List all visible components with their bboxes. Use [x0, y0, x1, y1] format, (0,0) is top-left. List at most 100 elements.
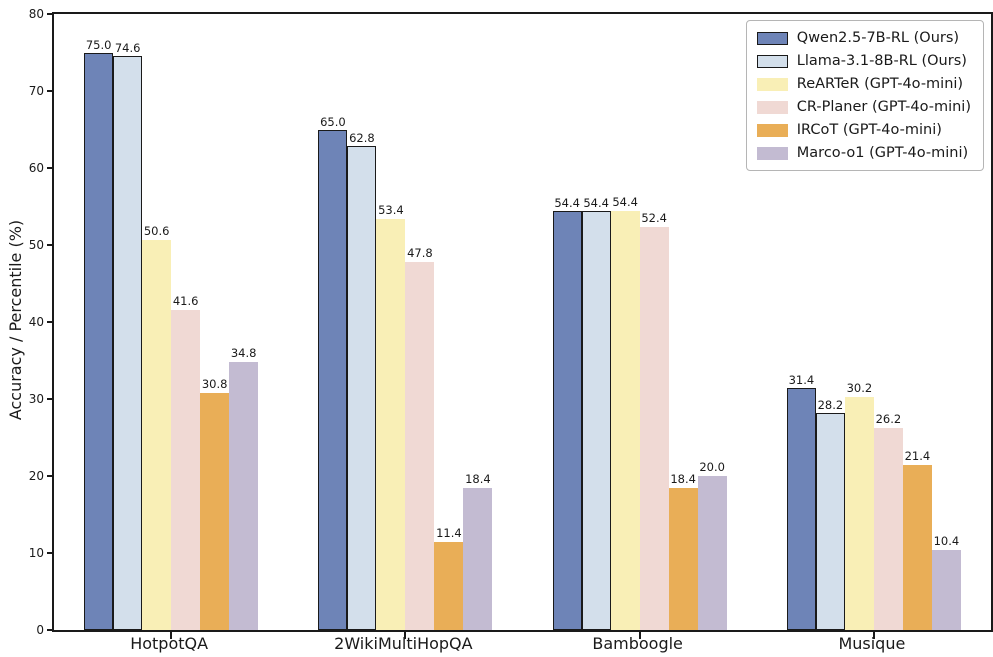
bar: 11.4 [434, 526, 464, 630]
legend-label: IRCoT (GPT-4o-mini) [796, 122, 942, 138]
x-tick-label-musique: Musique [838, 634, 906, 653]
bar: 47.8 [405, 246, 435, 630]
bar-group-hotpotqa: 75.0 74.6 50.6 41.6 30.8 34.8 [54, 14, 288, 630]
bar-value-label: 53.4 [378, 202, 404, 217]
bar-value-label: 21.4 [904, 449, 931, 464]
bar: 41.6 [171, 294, 201, 630]
bar: 54.4 [610, 195, 640, 630]
legend-label: Qwen2.5-7B-RL (Ours) [796, 30, 960, 46]
bar-value-label: 31.4 [788, 373, 815, 388]
legend-label: Llama-3.1-8B-RL (Ours) [796, 53, 967, 69]
y-tick-label: 40 [28, 315, 44, 329]
legend-item: ReARTeR (GPT-4o-mini) [756, 76, 971, 92]
bar: 18.4 [463, 472, 493, 630]
bar: 30.8 [200, 377, 230, 630]
y-tick-label: 80 [28, 7, 44, 21]
bar: 52.4 [639, 211, 669, 630]
bar-value-label: 28.2 [817, 397, 844, 412]
bar-value-label: 30.8 [201, 376, 228, 391]
legend-swatch-icon [756, 146, 788, 160]
bar: 28.2 [815, 398, 845, 630]
x-axis-labels: HotpotQA 2WikiMultiHopQA Bamboogle Musique [52, 634, 989, 653]
y-tick-label: 30 [28, 392, 44, 406]
x-tick-mark [404, 632, 407, 639]
bar: 31.4 [786, 373, 816, 630]
bar: 30.2 [844, 381, 874, 630]
bar-value-label: 54.4 [554, 196, 580, 211]
legend-swatch-icon [756, 100, 788, 114]
bar-value-label: 18.4 [670, 472, 696, 487]
bar: 34.8 [229, 346, 259, 630]
y-tick-label: 70 [28, 84, 44, 98]
bar-group-2wikimultihopqa: 65.0 62.8 53.4 47.8 11.4 18.4 [288, 14, 522, 630]
bar-group-musique: 31.4 28.2 30.2 26.2 21.4 10.4 [757, 14, 991, 630]
bar-groups-container: 75.0 74.6 50.6 41.6 30.8 34.8 65.0 62.8 53.4 47.8… [54, 14, 991, 630]
x-tick-label-bamboogle: Bamboogle [592, 634, 683, 653]
bar-value-label: 47.8 [407, 245, 433, 260]
bar: 21.4 [902, 449, 932, 630]
bar: 10.4 [931, 534, 961, 630]
bar-value-label: 41.6 [172, 293, 199, 308]
bar: 65.0 [318, 115, 348, 630]
y-tick-mark [47, 552, 54, 554]
bar-value-label: 30.2 [846, 381, 873, 396]
bar: 54.4 [581, 196, 611, 630]
legend-swatch-icon [756, 54, 788, 68]
bar-value-label: 11.4 [436, 526, 462, 541]
legend-item: Marco-o1 (GPT-4o-mini) [756, 145, 971, 161]
legend-label: ReARTeR (GPT-4o-mini) [796, 76, 964, 92]
legend-swatch-icon [756, 31, 788, 45]
bar-value-label: 26.2 [875, 412, 902, 427]
legend-swatch-icon [756, 77, 788, 91]
bar: 20.0 [697, 460, 727, 630]
bar-value-label: 54.4 [612, 195, 638, 210]
y-tick-label: 0 [36, 623, 44, 637]
bar-value-label: 52.4 [641, 210, 667, 225]
legend-label: Marco-o1 (GPT-4o-mini) [796, 145, 969, 161]
y-tick-label: 10 [28, 546, 44, 560]
bar-value-label: 10.4 [933, 533, 960, 548]
x-tick-label-hotpotqa: HotpotQA [130, 634, 209, 653]
y-tick-mark [47, 90, 54, 92]
y-tick-mark [47, 398, 54, 400]
bar-value-label: 65.0 [320, 114, 346, 129]
legend-label: CR-Planer (GPT-4o-mini) [796, 99, 971, 115]
y-tick-label: 50 [28, 238, 44, 252]
plot-area: 75.0 74.6 50.6 41.6 30.8 34.8 65.0 62.8 53.4 47.8… [29, 7, 993, 639]
bar-value-label: 34.8 [230, 346, 257, 361]
bar: 50.6 [142, 224, 172, 630]
bar-value-label: 75.0 [85, 37, 112, 52]
y-tick-label: 60 [28, 161, 44, 175]
x-tick-mark [170, 632, 173, 639]
bar: 75.0 [84, 38, 114, 630]
bar-value-label: 50.6 [143, 224, 170, 239]
x-tick-mark [638, 632, 641, 639]
bar: 53.4 [376, 203, 406, 630]
y-tick-mark [47, 167, 54, 169]
y-tick-mark [47, 629, 54, 631]
y-tick-mark [47, 244, 54, 246]
bar: 62.8 [347, 131, 377, 630]
legend-item: CR-Planer (GPT-4o-mini) [756, 99, 971, 115]
legend-swatch-icon [756, 123, 788, 137]
legend-item: IRCoT (GPT-4o-mini) [756, 122, 971, 138]
x-tick-label-2wikimultihopqa: 2WikiMultiHopQA [334, 634, 473, 653]
bar: 18.4 [668, 472, 698, 630]
legend-item: Qwen2.5-7B-RL (Ours) [756, 30, 971, 46]
bar-value-label: 18.4 [465, 472, 491, 487]
bar-group-bamboogle: 54.4 54.4 54.4 52.4 18.4 20.0 [523, 14, 757, 630]
y-tick-mark [47, 13, 54, 15]
bar: 26.2 [873, 412, 903, 630]
y-tick-mark [47, 475, 54, 477]
bar: 74.6 [113, 41, 143, 630]
x-tick-mark [872, 632, 875, 639]
bar-value-label: 54.4 [583, 196, 609, 211]
y-tick-label: 20 [28, 469, 44, 483]
y-tick-mark [47, 321, 54, 323]
legend: Qwen2.5-7B-RL (Ours) Llama-3.1-8B-RL (Our… [745, 20, 984, 171]
bar-value-label: 20.0 [699, 460, 725, 474]
legend-item: Llama-3.1-8B-RL (Ours) [756, 53, 971, 69]
bar: 54.4 [552, 196, 582, 630]
bar-value-label: 74.6 [114, 40, 141, 55]
